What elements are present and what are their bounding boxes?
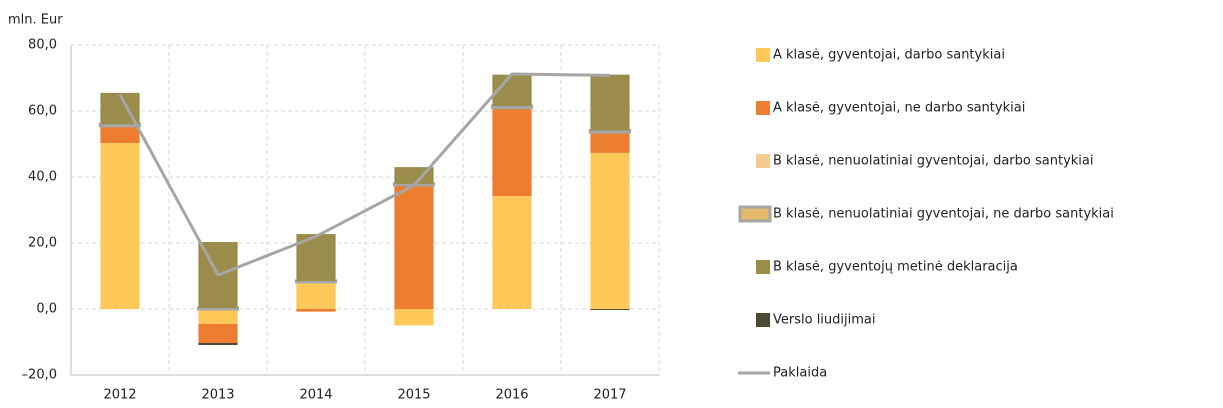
- legend-label: B klasė, gyventojų metinė deklaracija: [773, 260, 1018, 275]
- x-tick-label: 2014: [299, 388, 332, 403]
- legend-label: A klasė, gyventojai, ne darbo santykiai: [773, 101, 1025, 116]
- legend-swatch: [756, 260, 770, 274]
- legend-label: B klasė, nenuolatiniai gyventojai, ne da…: [773, 207, 1114, 222]
- bar-segment: [492, 196, 532, 309]
- y-tick-label: 80,0: [28, 38, 57, 53]
- bar-segment: [100, 125, 140, 144]
- bar-segment: [196, 306, 240, 311]
- bar-segment: [296, 281, 336, 309]
- y-tick-label: –20,0: [22, 368, 57, 383]
- bar-segment: [590, 74, 630, 131]
- bar-segment: [198, 309, 238, 324]
- bar-segment: [296, 309, 336, 312]
- x-tick-label: 2012: [103, 388, 136, 403]
- legend-swatch: [756, 313, 770, 327]
- y-axis-label: mln. Eur: [8, 13, 63, 28]
- bar-segment: [590, 132, 630, 153]
- bar-segment: [492, 107, 532, 197]
- legend-swatch: [756, 154, 770, 168]
- y-tick-label: 20,0: [28, 236, 57, 251]
- legend-label: B klasė, nenuolatiniai gyventojai, darbo…: [773, 154, 1093, 169]
- bar-segment: [394, 309, 434, 326]
- legend-label: A klasė, gyventojai, darbo santykiai: [773, 48, 1005, 63]
- bar-segment: [590, 309, 630, 310]
- bar-segment: [394, 184, 434, 309]
- legend-swatch: [756, 101, 770, 115]
- bar-segment: [490, 104, 534, 110]
- y-tick-label: 60,0: [28, 104, 57, 119]
- x-tick-label: 2016: [495, 388, 528, 403]
- bar-segment: [588, 128, 632, 134]
- x-tick-label: 2013: [201, 388, 234, 403]
- x-tick-label: 2017: [593, 388, 626, 403]
- bar-segment: [294, 279, 338, 284]
- bar-segment: [198, 323, 238, 343]
- line: [118, 72, 611, 277]
- bar-segment: [100, 143, 140, 309]
- bar-segment: [394, 167, 434, 184]
- y-tick-label: 0,0: [36, 302, 57, 317]
- legend-label: Paklaida: [773, 366, 827, 381]
- bar-segment: [98, 122, 142, 128]
- legend-label: Verslo liudijimai: [773, 313, 876, 328]
- legend-swatch: [756, 48, 770, 62]
- bar-segment: [590, 152, 630, 309]
- y-tick-label: 40,0: [28, 170, 57, 185]
- x-tick-label: 2015: [397, 388, 430, 403]
- bar-segment: [198, 342, 238, 345]
- legend-swatch: [738, 205, 772, 223]
